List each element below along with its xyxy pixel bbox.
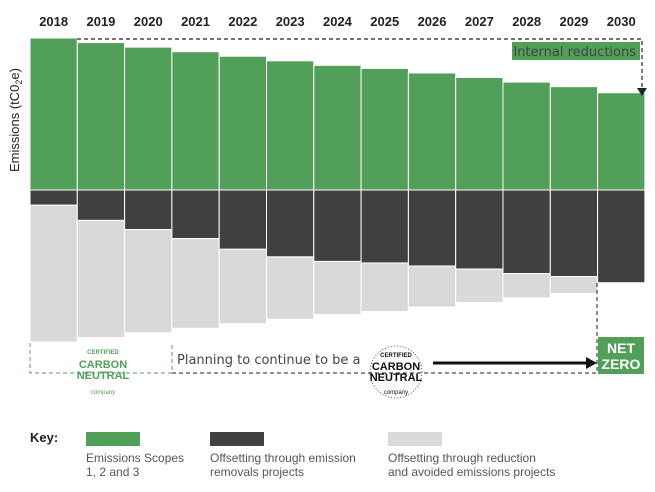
removals-bar-2029	[549, 189, 599, 278]
emissions-bar-2026	[407, 72, 457, 191]
removals-bar-2020	[124, 189, 173, 231]
emissions-bar-2021	[171, 51, 220, 191]
year-label-2025: 2025	[370, 14, 399, 29]
removals-bar-2024	[313, 189, 362, 262]
emissions-bar-2029	[549, 86, 599, 191]
reduction-bar-2022	[218, 248, 267, 325]
year-label-2027: 2027	[465, 14, 494, 29]
emissions-bar-2025	[360, 67, 409, 191]
key-swatch-emissions	[86, 432, 140, 446]
year-label-2022: 2022	[228, 14, 257, 29]
badge-carbon-text: CARBON	[372, 361, 420, 373]
year-label-2024: 2024	[323, 14, 353, 29]
internal-reductions-arrowhead	[637, 88, 647, 96]
badge-company-text: company	[384, 390, 408, 396]
reduction-bar-2025	[360, 262, 409, 313]
removals-bar-2022	[218, 189, 267, 250]
removals-bar-2021	[171, 189, 220, 240]
emissions-bar-2022	[218, 55, 267, 191]
planning-label: Planning to continue to be a	[177, 353, 361, 368]
key-title: Key:	[30, 430, 59, 445]
emissions-bar-2024	[313, 64, 362, 191]
key-label-emissions: Emissions Scopes 1, 2 and 3	[86, 451, 185, 479]
emissions-bar-2030	[597, 92, 646, 191]
key-label-removals: Offsetting through emission removals pro…	[210, 451, 356, 479]
removals-bar-2026	[407, 189, 457, 267]
removals-bar-2025	[360, 189, 409, 264]
badge-certified-text: CERTIFIED	[87, 350, 119, 356]
badge-neutral-text: NEUTRAL	[370, 372, 423, 384]
emissions-bar-2020	[124, 46, 173, 191]
y-axis-label: Emissions (tC02e)	[7, 68, 24, 172]
year-label-2020: 2020	[134, 14, 163, 29]
key-swatch-removals	[210, 432, 264, 446]
reduction-bar-2019	[76, 219, 126, 338]
removals-bar-2030	[597, 189, 646, 284]
removals-bar-2018	[29, 189, 78, 206]
badge-neutral-text: NEUTRAL	[77, 370, 130, 382]
key-swatch-reduction	[388, 432, 442, 446]
key-label-reduction: Offsetting through reduction and avoided…	[388, 451, 556, 479]
emissions-bar-2023	[266, 60, 315, 191]
year-labels: 2018 2019 2020 2021 2022 2023 2024 2025 2026 2027…	[39, 14, 636, 29]
emissions-bar-2028	[502, 81, 551, 191]
bars-group	[29, 37, 646, 343]
planning-path	[172, 283, 598, 374]
reduction-bar-2027	[455, 268, 504, 303]
annotation-bg	[512, 42, 640, 60]
year-label-2021: 2021	[181, 14, 210, 29]
year-label-2026: 2026	[418, 14, 447, 29]
net-zero-arrowhead	[586, 357, 597, 369]
reduction-bar-2029	[549, 276, 599, 294]
certified-badge-green: CERTIFIED CARBON NEUTRAL company	[77, 350, 130, 396]
badge-carbon-text: CARBON	[79, 359, 127, 371]
badge-company-text: company	[91, 390, 115, 396]
reduction-bar-2026	[407, 265, 457, 308]
year-label-2023: 2023	[276, 14, 305, 29]
removals-bar-2028	[502, 189, 551, 275]
reduction-bar-2021	[171, 238, 220, 329]
reduction-bar-2018	[29, 204, 78, 343]
year-label-2028: 2028	[512, 14, 541, 29]
reduction-bar-2028	[502, 273, 551, 299]
net-zero-line1: NET	[607, 340, 635, 356]
net-zero-box	[598, 337, 644, 374]
year-label-2019: 2019	[86, 14, 115, 29]
year-label-2018: 2018	[39, 14, 68, 29]
emissions-bar-2027	[455, 77, 504, 191]
internal-reductions-label: Internal reductions	[513, 45, 636, 60]
year-label-2030: 2030	[607, 14, 636, 29]
reduction-bar-2023	[266, 256, 315, 320]
certified-badge-black: CERTIFIED CARBON NEUTRAL company	[369, 345, 423, 399]
emissions-bar-2018	[29, 37, 78, 191]
reduction-bar-2024	[313, 260, 362, 316]
year-label-2029: 2029	[559, 14, 588, 29]
badge-certified-text: CERTIFIED	[380, 353, 412, 359]
net-zero-line2: ZERO	[602, 356, 641, 372]
reduction-bar-2020	[124, 229, 173, 334]
removals-bar-2023	[266, 189, 315, 258]
carbon-neutral-bracket	[29, 343, 173, 374]
emissions-bar-2019	[76, 42, 126, 191]
removals-bar-2019	[76, 189, 126, 221]
removals-bar-2027	[455, 189, 504, 270]
